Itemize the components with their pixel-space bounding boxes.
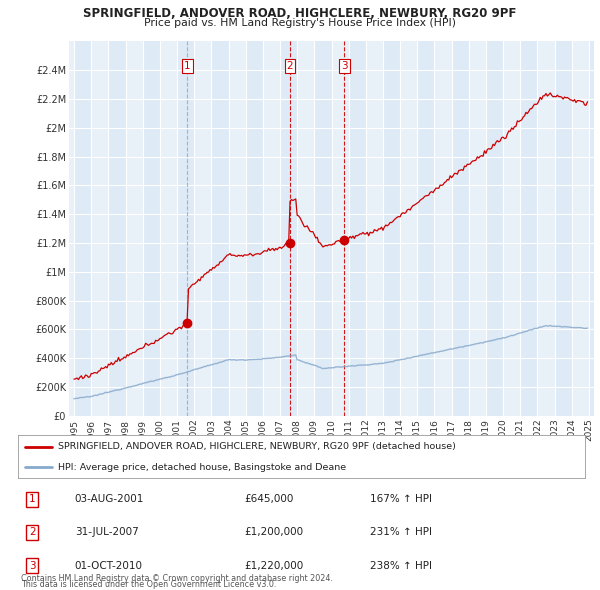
Text: 238% ↑ HPI: 238% ↑ HPI bbox=[370, 560, 431, 571]
Bar bbox=[520, 41, 538, 416]
Bar bbox=[246, 41, 263, 416]
Bar bbox=[177, 41, 194, 416]
Bar bbox=[314, 41, 332, 416]
Bar bbox=[554, 41, 572, 416]
Text: Price paid vs. HM Land Registry's House Price Index (HPI): Price paid vs. HM Land Registry's House … bbox=[144, 18, 456, 28]
Text: SPRINGFIELD, ANDOVER ROAD, HIGHCLERE, NEWBURY, RG20 9PF: SPRINGFIELD, ANDOVER ROAD, HIGHCLERE, NE… bbox=[83, 7, 517, 20]
Text: HPI: Average price, detached house, Basingstoke and Deane: HPI: Average price, detached house, Basi… bbox=[58, 463, 346, 472]
Text: £1,220,000: £1,220,000 bbox=[245, 560, 304, 571]
Text: 31-JUL-2007: 31-JUL-2007 bbox=[75, 527, 139, 537]
Text: SPRINGFIELD, ANDOVER ROAD, HIGHCLERE, NEWBURY, RG20 9PF (detached house): SPRINGFIELD, ANDOVER ROAD, HIGHCLERE, NE… bbox=[58, 442, 455, 451]
Bar bbox=[349, 41, 366, 416]
Text: 2: 2 bbox=[287, 61, 293, 71]
Bar bbox=[74, 41, 91, 416]
Bar bbox=[143, 41, 160, 416]
Text: 167% ↑ HPI: 167% ↑ HPI bbox=[370, 494, 431, 504]
Text: £645,000: £645,000 bbox=[245, 494, 294, 504]
Bar bbox=[211, 41, 229, 416]
Bar bbox=[452, 41, 469, 416]
Bar bbox=[280, 41, 297, 416]
Text: 1: 1 bbox=[29, 494, 35, 504]
Bar bbox=[383, 41, 400, 416]
Text: 03-AUG-2001: 03-AUG-2001 bbox=[75, 494, 144, 504]
Bar bbox=[486, 41, 503, 416]
Bar bbox=[417, 41, 434, 416]
Text: 2: 2 bbox=[29, 527, 35, 537]
Bar bbox=[109, 41, 125, 416]
Text: This data is licensed under the Open Government Licence v3.0.: This data is licensed under the Open Gov… bbox=[21, 581, 277, 589]
Text: Contains HM Land Registry data © Crown copyright and database right 2024.: Contains HM Land Registry data © Crown c… bbox=[21, 574, 333, 583]
Bar bbox=[589, 41, 600, 416]
Text: 3: 3 bbox=[29, 560, 35, 571]
Text: £1,200,000: £1,200,000 bbox=[245, 527, 304, 537]
Text: 1: 1 bbox=[184, 61, 191, 71]
Text: 01-OCT-2010: 01-OCT-2010 bbox=[75, 560, 143, 571]
Text: 3: 3 bbox=[341, 61, 347, 71]
Text: 231% ↑ HPI: 231% ↑ HPI bbox=[370, 527, 431, 537]
